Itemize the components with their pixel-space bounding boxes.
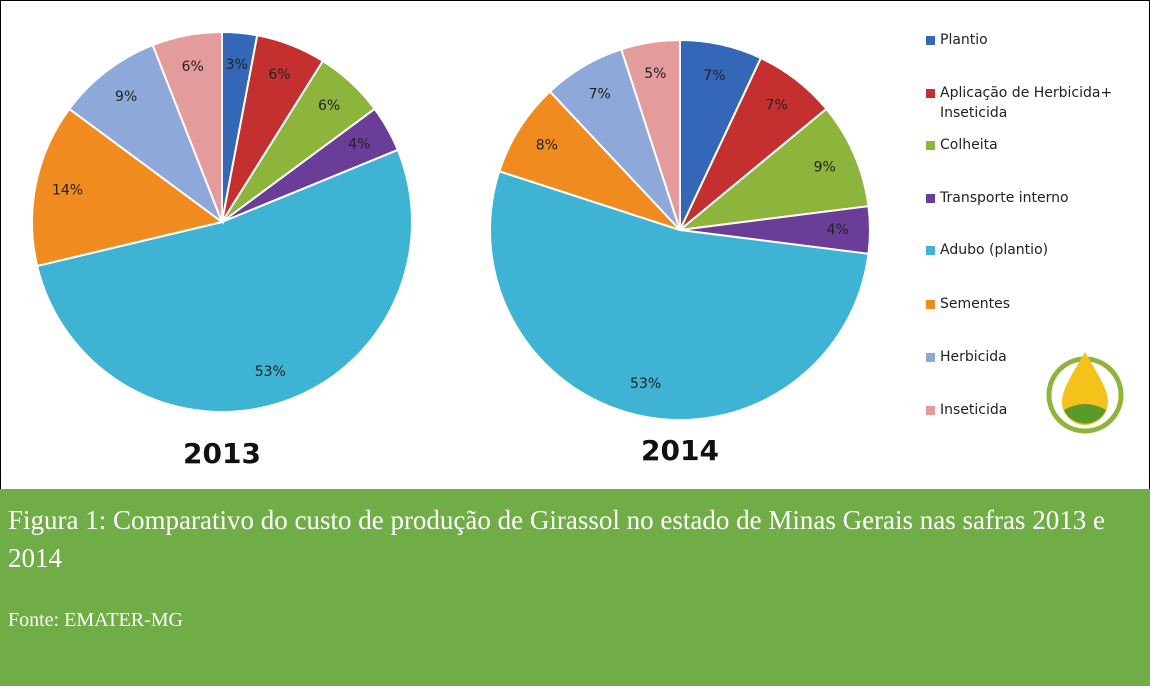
data-label: 6% xyxy=(318,98,340,114)
caption-box: Figura 1: Comparativo do custo de produç… xyxy=(0,489,1150,686)
legend-item: Colheita xyxy=(926,135,998,155)
legend-swatch xyxy=(926,141,935,150)
legend-item: Transporte interno xyxy=(926,188,1069,208)
legend-swatch xyxy=(926,300,935,309)
legend-swatch xyxy=(926,36,935,45)
pie-slice xyxy=(620,38,681,231)
data-label: 7% xyxy=(703,68,725,84)
legend-item: Sementes xyxy=(926,294,1010,314)
legend-label: Herbicida xyxy=(940,349,1007,365)
pie-slice xyxy=(151,30,223,223)
data-label: 4% xyxy=(827,222,849,238)
data-label: 3% xyxy=(226,57,248,73)
legend-swatch xyxy=(926,89,935,98)
legend-swatch xyxy=(926,353,935,362)
source: Fonte: EMATER-MG xyxy=(8,609,183,631)
pie-slice xyxy=(31,107,225,268)
legend-label: Plantio xyxy=(940,32,988,48)
data-label: 7% xyxy=(766,97,788,113)
data-label: 53% xyxy=(630,376,661,392)
legend-label: Sementes xyxy=(940,296,1011,312)
data-label: 6% xyxy=(268,67,290,83)
legend-label: Adubo (plantio) xyxy=(940,242,1049,258)
data-label: 9% xyxy=(115,89,137,105)
pie-slice xyxy=(498,90,681,231)
legend-item: Adubo (plantio) xyxy=(926,240,1048,260)
data-label: 6% xyxy=(182,59,204,75)
chart: 3% 6% 6% 4% 53% 14% 9% 6% 2013 7% 7% 9% 4% 53% 8% 7% 5% 2… xyxy=(31,30,1124,470)
data-label: 53% xyxy=(255,364,286,380)
legend-swatch xyxy=(926,246,935,255)
data-label: 8% xyxy=(536,138,558,154)
pie-slice xyxy=(67,43,225,225)
legend-item: Inseticida xyxy=(926,400,1007,420)
caption: Figura 1: Comparativo do custo de produç… xyxy=(8,505,1105,573)
legend-label: Colheita xyxy=(940,137,998,153)
pie-slice xyxy=(489,170,870,421)
pie-title: 2014 xyxy=(641,434,719,467)
data-label: 7% xyxy=(589,86,611,102)
legend-item: Aplicação de Herbicida+ Inseticida xyxy=(926,83,1116,123)
pie-slice xyxy=(676,107,870,232)
legend-swatch xyxy=(926,406,935,415)
logo xyxy=(1046,352,1124,434)
data-label: 9% xyxy=(814,159,836,175)
data-label: 4% xyxy=(348,137,370,153)
legend-label: Inseticida xyxy=(940,402,1008,418)
data-label: 14% xyxy=(52,182,83,198)
legend-swatch xyxy=(926,194,935,203)
legend-item: Plantio xyxy=(926,30,988,50)
legend-label: Transporte interno xyxy=(940,190,1069,206)
pie-title: 2013 xyxy=(183,437,261,470)
legend-label: Aplicação de Herbicida+ Inseticida xyxy=(940,85,1113,121)
data-label: 5% xyxy=(644,66,666,82)
legend-item: Herbicida xyxy=(926,347,1007,367)
pie-slice xyxy=(35,148,413,413)
